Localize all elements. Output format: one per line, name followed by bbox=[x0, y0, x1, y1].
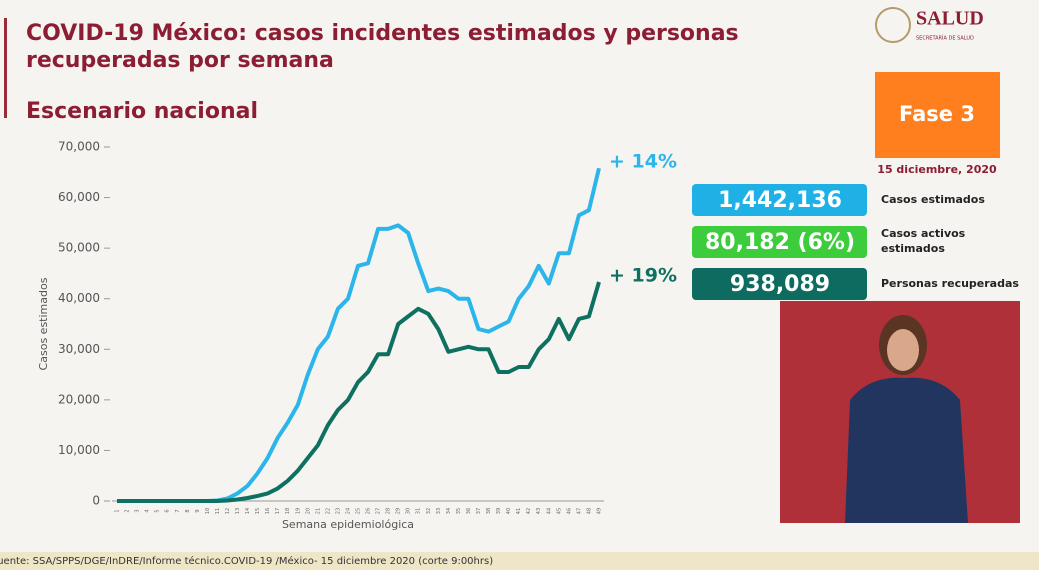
x-tick-label: 26 bbox=[366, 508, 372, 514]
line-series bbox=[117, 281, 601, 503]
x-tick-label: 44 bbox=[546, 508, 552, 514]
x-tick-label: 1 bbox=[115, 509, 121, 512]
x-tick-label: 21 bbox=[315, 508, 321, 514]
x-tick-label: 18 bbox=[285, 508, 291, 514]
x-tick-label: 22 bbox=[325, 508, 331, 514]
y-tick-label: 0 bbox=[92, 494, 100, 508]
x-tick-label: 27 bbox=[376, 508, 382, 514]
x-tick-label: 11 bbox=[215, 508, 221, 514]
stats: 1,442,136 Casos estimados 80,182 (6%) Casos… bbox=[692, 184, 1019, 300]
stat-box bbox=[692, 268, 867, 300]
x-tick-label: 5 bbox=[155, 509, 161, 512]
x-tick-label: 34 bbox=[446, 508, 452, 514]
x-tick-label: 4 bbox=[145, 509, 151, 512]
x-tick-label: 17 bbox=[275, 508, 281, 514]
x-tick-label: 36 bbox=[466, 508, 472, 514]
x-tick-label: 24 bbox=[345, 508, 351, 514]
x-tick-label: 41 bbox=[516, 508, 522, 514]
x-tick-label: 40 bbox=[506, 508, 512, 514]
x-tick-label: 14 bbox=[245, 508, 251, 514]
stat-label: Personas recuperadas bbox=[881, 277, 1019, 290]
stat-label: Casos estimados bbox=[881, 193, 985, 206]
y-tick-label: 20,000 bbox=[58, 392, 100, 406]
interpreter-face bbox=[887, 329, 919, 371]
x-tick-label: 2 bbox=[125, 509, 131, 512]
x-tick-label: 35 bbox=[456, 508, 462, 514]
x-tick-label: 19 bbox=[295, 508, 301, 514]
stat-box bbox=[692, 184, 867, 216]
logo-sub: SECRETARÍA DE SALUD bbox=[916, 35, 974, 42]
x-tick-label: 33 bbox=[436, 508, 442, 514]
x-tick-label: 7 bbox=[175, 509, 181, 512]
end-label: + 19% bbox=[609, 265, 677, 287]
phase-label: Fase 3 bbox=[899, 102, 975, 126]
y-tick-label: 70,000 bbox=[58, 140, 100, 154]
x-tick-label: 43 bbox=[536, 508, 542, 514]
x-tick-label: 23 bbox=[335, 508, 341, 514]
x-tick-label: 32 bbox=[426, 508, 432, 514]
x-tick-label: 47 bbox=[576, 508, 582, 514]
x-tick-label: 39 bbox=[496, 508, 502, 514]
y-tick-label: 50,000 bbox=[58, 241, 100, 255]
stat-box bbox=[692, 226, 867, 258]
y-tick-label: 30,000 bbox=[58, 342, 100, 356]
x-tick-label: 25 bbox=[356, 508, 362, 514]
stat-value: 1,442,136 bbox=[718, 188, 842, 213]
logo-emblem bbox=[875, 7, 911, 43]
x-tick-label: 31 bbox=[416, 508, 422, 514]
interpreter-body bbox=[845, 377, 968, 523]
x-tick-label: 30 bbox=[406, 508, 412, 514]
phase-date: 15 diciembre, 2020 bbox=[877, 163, 997, 176]
chart: 0 10,000 20,000 30,000 40,000 50,000 60,000 70,… bbox=[37, 140, 677, 532]
x-tick-label: 15 bbox=[255, 508, 261, 514]
title: COVID-19 México: casos incidentes estima… bbox=[26, 21, 739, 46]
x-tick-label: 8 bbox=[185, 509, 191, 512]
x-tick-label: 20 bbox=[305, 508, 311, 514]
x-tick-label: 9 bbox=[195, 509, 201, 512]
x-tick-label: 3 bbox=[135, 509, 141, 512]
accent-bar bbox=[4, 18, 7, 118]
footer: Fuente: SSA/SPPS/DGE/InDRE/Informe técni… bbox=[0, 555, 493, 567]
subtitle: Escenario nacional bbox=[26, 99, 258, 124]
stat-label: Casos activos estimados bbox=[881, 227, 966, 255]
end-label: + 14% bbox=[609, 151, 677, 173]
x-tick-label: 12 bbox=[225, 508, 231, 514]
x-tick-label: 49 bbox=[596, 508, 602, 514]
phase-box bbox=[875, 72, 1000, 158]
footer-bar bbox=[0, 552, 1039, 570]
x-tick-label: 48 bbox=[586, 508, 592, 514]
x-tick-label: 28 bbox=[386, 508, 392, 514]
x-tick-label: 29 bbox=[396, 508, 402, 514]
x-tick-label: 13 bbox=[235, 508, 241, 514]
title: recuperadas por semana bbox=[26, 48, 334, 73]
x-tick-label: 16 bbox=[265, 508, 271, 514]
y-axis-label: Casos estimados bbox=[37, 277, 50, 370]
stat-value: 80,182 (6%) bbox=[705, 230, 855, 255]
x-tick-label: 46 bbox=[566, 508, 572, 514]
y-tick-label: 10,000 bbox=[58, 443, 100, 457]
x-tick-label: 38 bbox=[486, 508, 492, 514]
x-tick-label: 37 bbox=[476, 508, 482, 514]
logo: SALUD bbox=[916, 8, 984, 30]
y-tick-label: 60,000 bbox=[58, 190, 100, 204]
stat-value: 938,089 bbox=[730, 272, 830, 297]
y-tick-label: 40,000 bbox=[58, 291, 100, 305]
x-tick-label: 10 bbox=[205, 508, 211, 514]
x-tick-label: 45 bbox=[556, 508, 562, 514]
x-tick-label: 42 bbox=[526, 508, 532, 514]
x-axis-label: Semana epidemiológica bbox=[282, 518, 414, 531]
x-tick-label: 6 bbox=[165, 509, 171, 512]
